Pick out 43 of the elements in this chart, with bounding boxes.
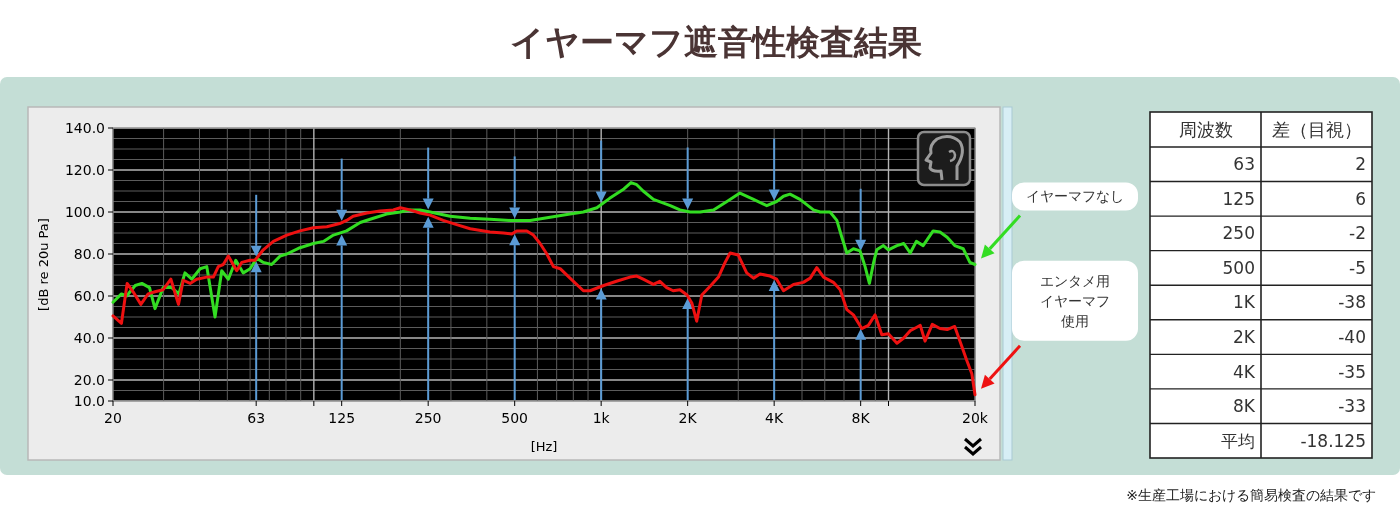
text: イヤーマフなし (1026, 188, 1124, 205)
y-tick-label: 120.0 (64, 161, 105, 178)
y-tick-label: 60.0 (73, 287, 105, 304)
category-label: 4K (1233, 361, 1256, 382)
x-tick-label: 4K (765, 410, 785, 426)
category-label: 2K (1233, 327, 1256, 348)
category-label: 1K (1233, 292, 1256, 313)
x-tick-label: 1k (592, 410, 611, 426)
data-label: 2 (1355, 154, 1366, 175)
data-label: -18.125 (1300, 430, 1366, 451)
x-tick-label: 250 (414, 410, 442, 426)
category-label: 125 (1222, 188, 1255, 209)
data-label: -33 (1338, 396, 1366, 417)
y-tick-label: 40.0 (73, 329, 105, 346)
data-label: -5 (1349, 257, 1366, 278)
x-tick-label: 2K (678, 410, 698, 426)
data-label: 6 (1355, 188, 1366, 209)
text: エンタメ用イヤーマフ使用 (1040, 272, 1110, 329)
data-label: -40 (1338, 327, 1366, 348)
category-label: 250 (1222, 223, 1255, 244)
x-tick-label: 63 (247, 410, 266, 426)
x-tick-label: 20k (962, 410, 989, 426)
data-label: -38 (1338, 292, 1366, 313)
data-label: -2 (1349, 223, 1366, 244)
y-axis-title: [dB re 20u Pa] (36, 218, 51, 311)
y-tick-label: 140.0 (64, 119, 105, 136)
text: 周波数 (1178, 118, 1233, 140)
x-axis-title: [Hz] (530, 439, 558, 454)
chart-title: イヤーマフ遮音性検査結果 (510, 22, 922, 62)
category-label: 平均 (1221, 430, 1255, 451)
category-label: 500 (1222, 257, 1255, 278)
text: ※生産工場における簡易検査の結果です (1126, 487, 1376, 503)
y-tick-label: 80.0 (73, 245, 105, 262)
x-tick-label: 8K (851, 410, 871, 426)
y-tick-label: 20.0 (73, 371, 105, 388)
text: 差（目視） (1271, 118, 1362, 140)
x-tick-label: 500 (501, 410, 529, 426)
y-tick-label: 100.0 (64, 203, 105, 220)
y-tick-label: 10.0 (73, 392, 105, 409)
data-label: -35 (1338, 361, 1366, 382)
x-tick-label: 125 (328, 410, 356, 426)
x-tick-label: 20 (104, 410, 122, 426)
category-label: 63 (1233, 154, 1255, 175)
